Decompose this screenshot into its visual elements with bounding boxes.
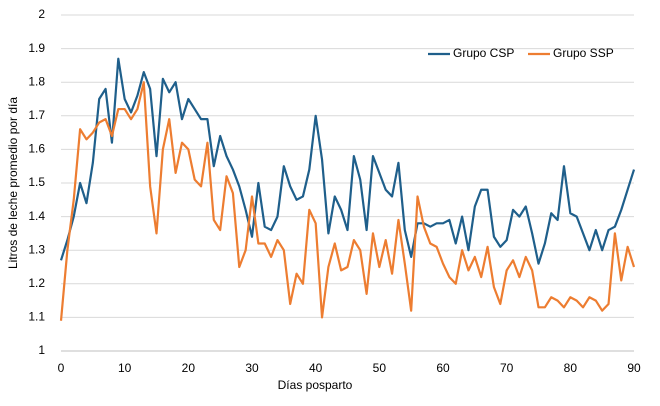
x-tick-label: 70 [500, 361, 514, 375]
y-tick-label: 1.7 [28, 108, 45, 122]
y-tick-label: 1.3 [28, 242, 45, 256]
x-tick-label: 10 [118, 361, 132, 375]
y-tick-label: 1.4 [28, 209, 45, 223]
legend-label: Grupo CSP [453, 46, 514, 60]
y-axis-label: Litros de leche promedio por día [6, 97, 20, 269]
x-axis-label: Días posparto [278, 378, 353, 392]
y-tick-label: 1.5 [28, 175, 45, 189]
x-tick-label: 30 [245, 361, 259, 375]
x-tick-label: 50 [373, 361, 387, 375]
series-line [59, 81, 636, 321]
x-tick-label: 20 [182, 361, 196, 375]
x-tick-label: 40 [309, 361, 323, 375]
legend-label: Grupo SSP [553, 46, 614, 60]
y-tick-label: 1.2 [28, 276, 45, 290]
y-tick-label: 1.9 [28, 41, 45, 55]
y-tick-label: 1.1 [28, 310, 45, 324]
x-tick-label: 0 [58, 361, 65, 375]
y-tick-label: 2 [38, 7, 45, 21]
y-tick-label: 1.6 [28, 142, 45, 156]
series-line [59, 57, 636, 265]
x-tick-label: 90 [627, 361, 641, 375]
x-tick-label: 80 [564, 361, 578, 375]
x-tick-label: 60 [436, 361, 450, 375]
y-tick-label: 1.8 [28, 74, 45, 88]
y-tick-label: 1 [38, 343, 45, 357]
